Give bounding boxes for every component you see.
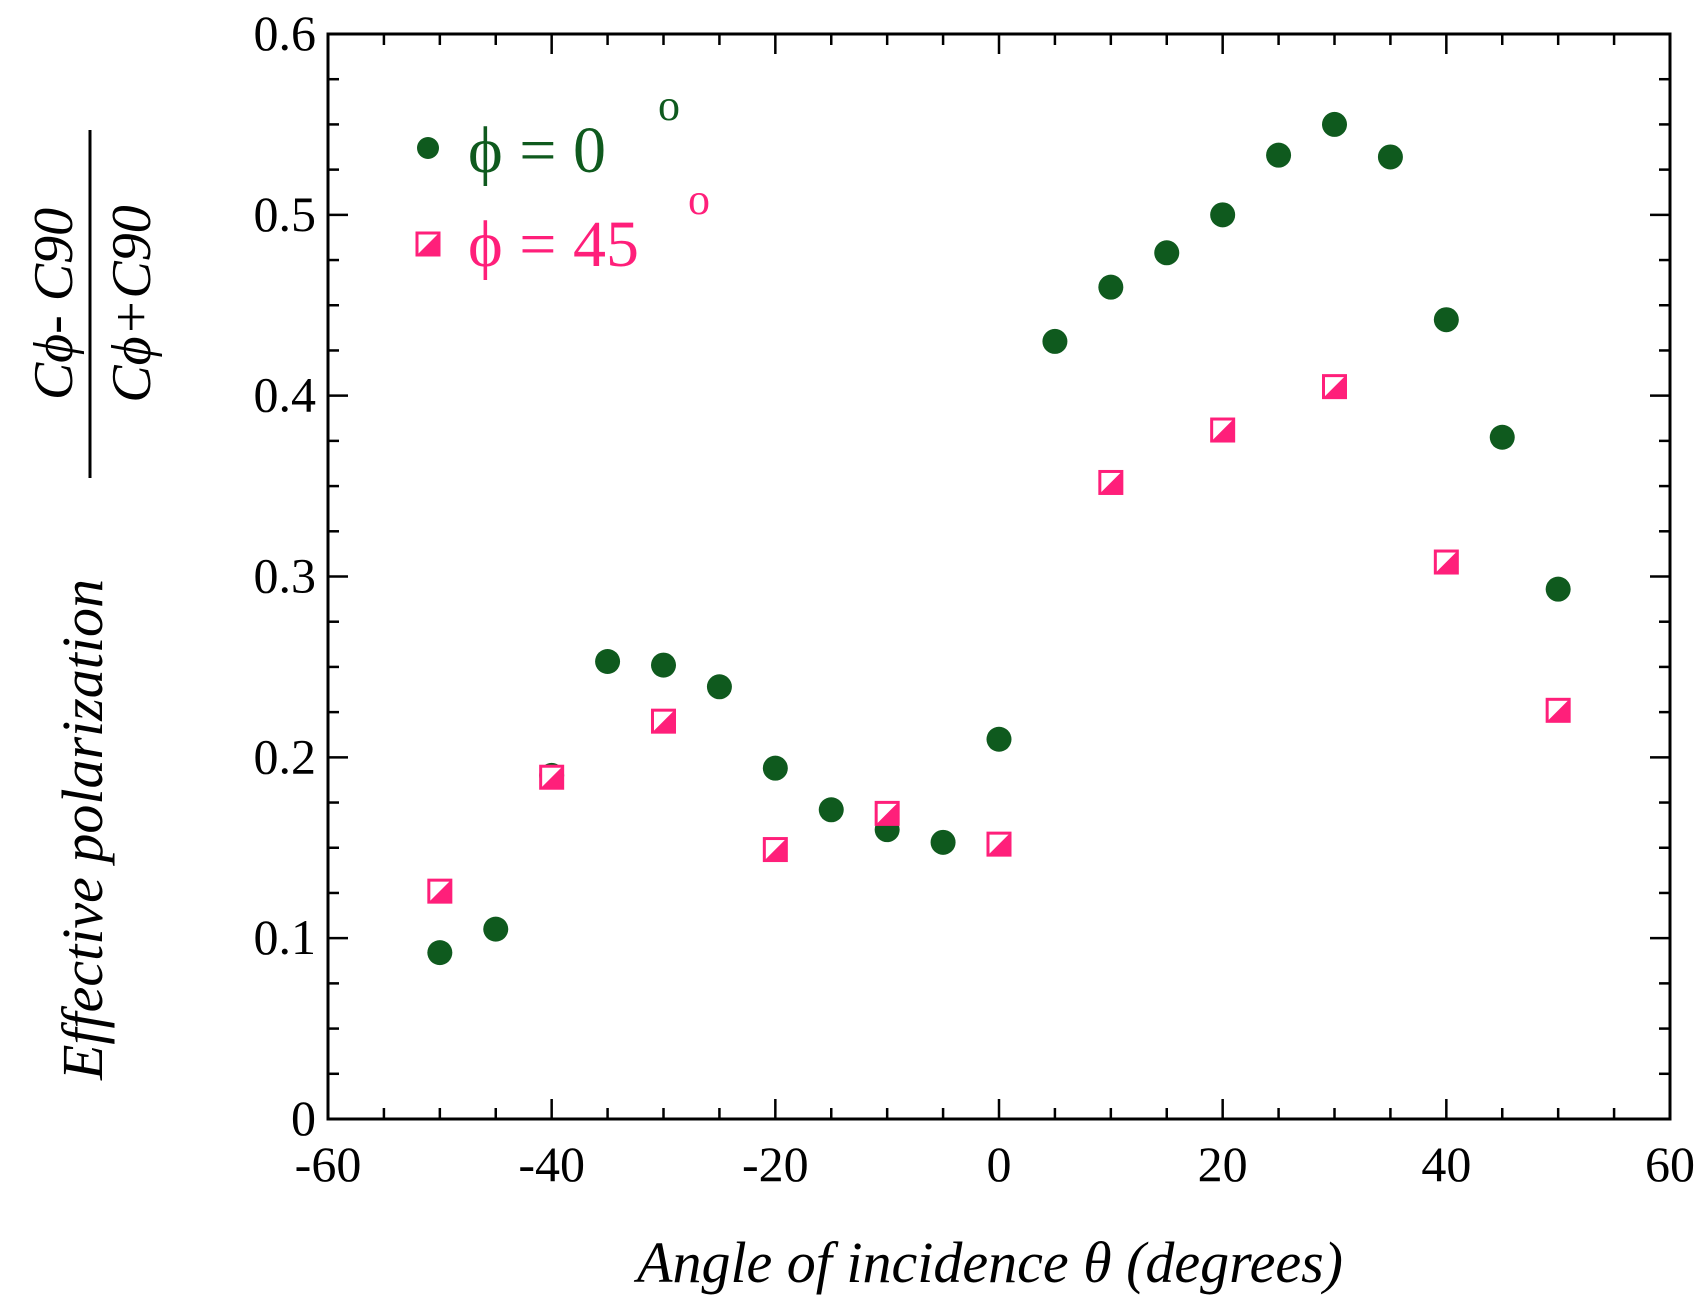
data-point-phi-0 <box>1154 240 1180 266</box>
y-tick-label: 0 <box>291 1090 316 1146</box>
data-point-phi-45 <box>1322 374 1347 400</box>
data-point-phi-45 <box>1545 697 1571 723</box>
square-fill <box>1435 551 1458 574</box>
data-point-phi-0 <box>1545 576 1571 602</box>
data-point-phi-45 <box>427 878 453 904</box>
square-fill <box>1323 375 1346 398</box>
data-point-phi-0 <box>1266 142 1292 168</box>
data-point-phi-0 <box>1098 274 1124 300</box>
y-tick-label: 0.6 <box>254 5 317 61</box>
data-point-phi-0 <box>651 652 676 678</box>
square-fill <box>1547 699 1570 722</box>
legend-label-phi-0-sup: o <box>658 81 680 130</box>
legend-label-phi-45-sup: o <box>688 175 710 224</box>
data-point-phi-0 <box>483 916 509 942</box>
square-fill <box>988 833 1010 856</box>
axes <box>326 32 1672 1121</box>
legend-marker-square <box>415 231 441 257</box>
square-fill <box>1211 419 1234 442</box>
data-point-phi-45 <box>651 708 676 734</box>
y-axis-fraction-numerator: Cϕ- C90 <box>23 208 85 400</box>
legend-label-phi-0: ϕ = 0 <box>468 114 606 187</box>
data-point-phi-0 <box>930 829 956 855</box>
square-fill <box>540 766 563 789</box>
ticks: -60 -40 -20 0 20 40 60 0 0.1 0.2 0.3 0.4 0.5 0.6 <box>254 5 1696 1192</box>
legend-entry-phi-0: ϕ = 0 o <box>417 81 680 187</box>
legend-marker-circle <box>417 137 439 159</box>
data-marks <box>427 111 1571 966</box>
data-point-phi-45 <box>1098 469 1124 495</box>
data-point-phi-45 <box>1210 417 1236 443</box>
x-tick-label: -40 <box>518 1136 585 1192</box>
data-point-phi-45 <box>1433 549 1459 575</box>
y-axis-label-prefix: Effective polarization <box>50 579 115 1081</box>
data-point-phi-0 <box>762 755 788 781</box>
data-point-phi-0 <box>595 648 621 674</box>
x-tick-label: 0 <box>987 1136 1012 1192</box>
legend-label-phi-45: ϕ = 45 <box>468 208 639 281</box>
y-tick-label: 0.4 <box>254 367 317 423</box>
data-point-phi-0 <box>1322 111 1347 137</box>
x-tick-label: 20 <box>1198 1136 1248 1192</box>
x-tick-label: -20 <box>742 1136 809 1192</box>
square-fill <box>428 880 451 903</box>
data-point-phi-0 <box>427 940 453 966</box>
square-fill <box>652 710 675 733</box>
data-point-phi-0 <box>706 674 732 700</box>
data-point-phi-45 <box>986 831 1012 857</box>
data-point-phi-0 <box>818 797 844 823</box>
data-point-phi-0 <box>986 726 1012 752</box>
data-point-phi-0 <box>1489 424 1515 450</box>
y-axis-label: Effective polarization Cϕ- C90 Cϕ+C90 <box>23 130 163 1081</box>
legend-square-shape <box>415 231 441 257</box>
square-fill <box>764 838 787 861</box>
data-point-phi-45 <box>762 837 788 863</box>
square-fill <box>876 802 899 825</box>
y-tick-label: 0.2 <box>254 728 317 784</box>
x-tick-label: 40 <box>1421 1136 1471 1192</box>
plot-frame <box>326 32 1672 1121</box>
square-fill <box>1099 471 1122 494</box>
x-axis-label: Angle of incidence θ (degrees) <box>633 1230 1343 1295</box>
y-axis-fraction-denominator: Cϕ+C90 <box>101 205 163 402</box>
x-tick-label: 60 <box>1645 1136 1695 1192</box>
data-point-phi-45 <box>539 764 565 790</box>
legend-entry-phi-45: ϕ = 45 o <box>415 175 710 281</box>
data-point-phi-0 <box>1042 328 1068 354</box>
legend: ϕ = 0 o ϕ = 45 o <box>415 81 710 281</box>
y-tick-label: 0.3 <box>254 548 317 604</box>
data-point-phi-0 <box>1377 144 1403 170</box>
y-tick-label: 0.5 <box>254 186 317 242</box>
y-tick-label: 0.1 <box>254 909 317 965</box>
data-point-phi-45 <box>874 800 900 826</box>
square-fill <box>417 233 439 255</box>
data-point-phi-0 <box>1433 307 1459 333</box>
data-point-phi-0 <box>1210 202 1236 228</box>
x-tick-label: -60 <box>295 1136 362 1192</box>
